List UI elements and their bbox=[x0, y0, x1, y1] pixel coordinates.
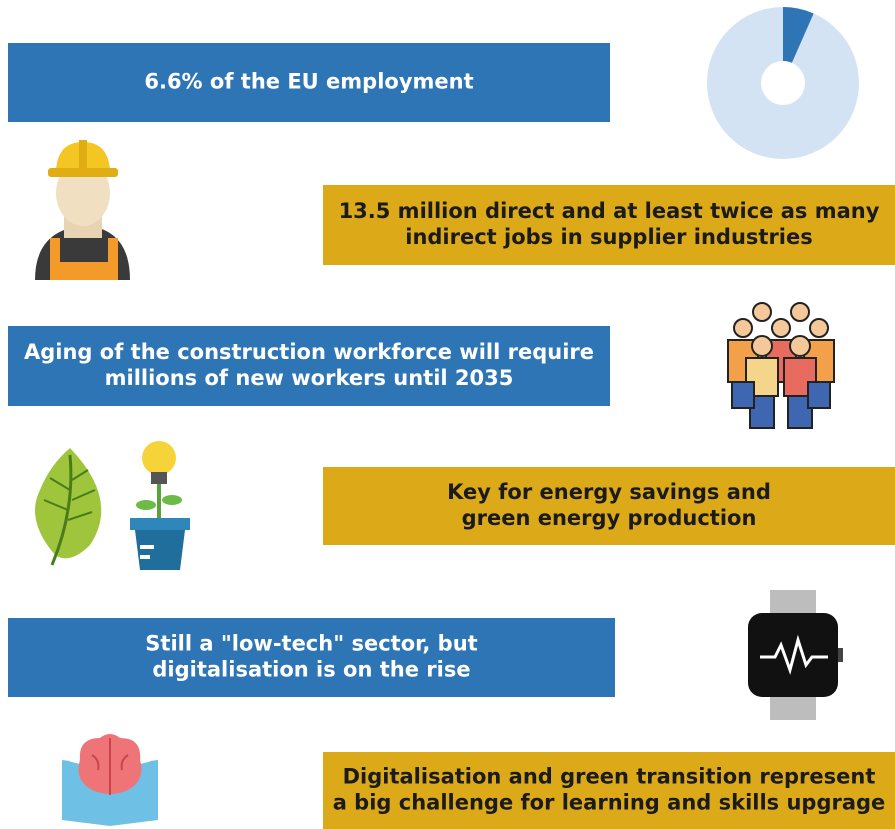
watch-icon bbox=[748, 590, 843, 720]
banner-text: Aging of the construction workforce will… bbox=[24, 340, 594, 364]
banner-text: digitalisation is on the rise bbox=[152, 658, 470, 682]
banner bbox=[323, 467, 895, 545]
leaf-icon bbox=[35, 448, 102, 566]
pie-hole bbox=[761, 61, 805, 105]
banner-text: Digitalisation and green transition repr… bbox=[343, 765, 876, 789]
people-icon bbox=[727, 302, 835, 429]
worker-icon bbox=[35, 140, 130, 280]
banner-text: 6.6% of the EU employment bbox=[144, 70, 473, 94]
banner bbox=[8, 618, 615, 697]
banner-text: millions of new workers until 2035 bbox=[105, 366, 514, 390]
banner bbox=[8, 326, 610, 406]
banner bbox=[323, 185, 895, 265]
banner-text: Still a "low-tech" sector, but bbox=[145, 632, 477, 656]
brain-book-icon bbox=[62, 734, 158, 826]
banner-text: Key for energy savings and bbox=[447, 480, 771, 504]
banner bbox=[323, 752, 895, 829]
banner-text: 13.5 million direct and at least twice a… bbox=[339, 199, 880, 223]
banner-text: green energy production bbox=[462, 506, 757, 530]
pie-slice bbox=[783, 7, 814, 63]
banner-text: indirect jobs in supplier industries bbox=[405, 225, 813, 249]
banner bbox=[8, 43, 610, 122]
bulb-plant-icon bbox=[130, 441, 190, 570]
banner-text: a big challenge for learning and skills … bbox=[333, 791, 886, 815]
